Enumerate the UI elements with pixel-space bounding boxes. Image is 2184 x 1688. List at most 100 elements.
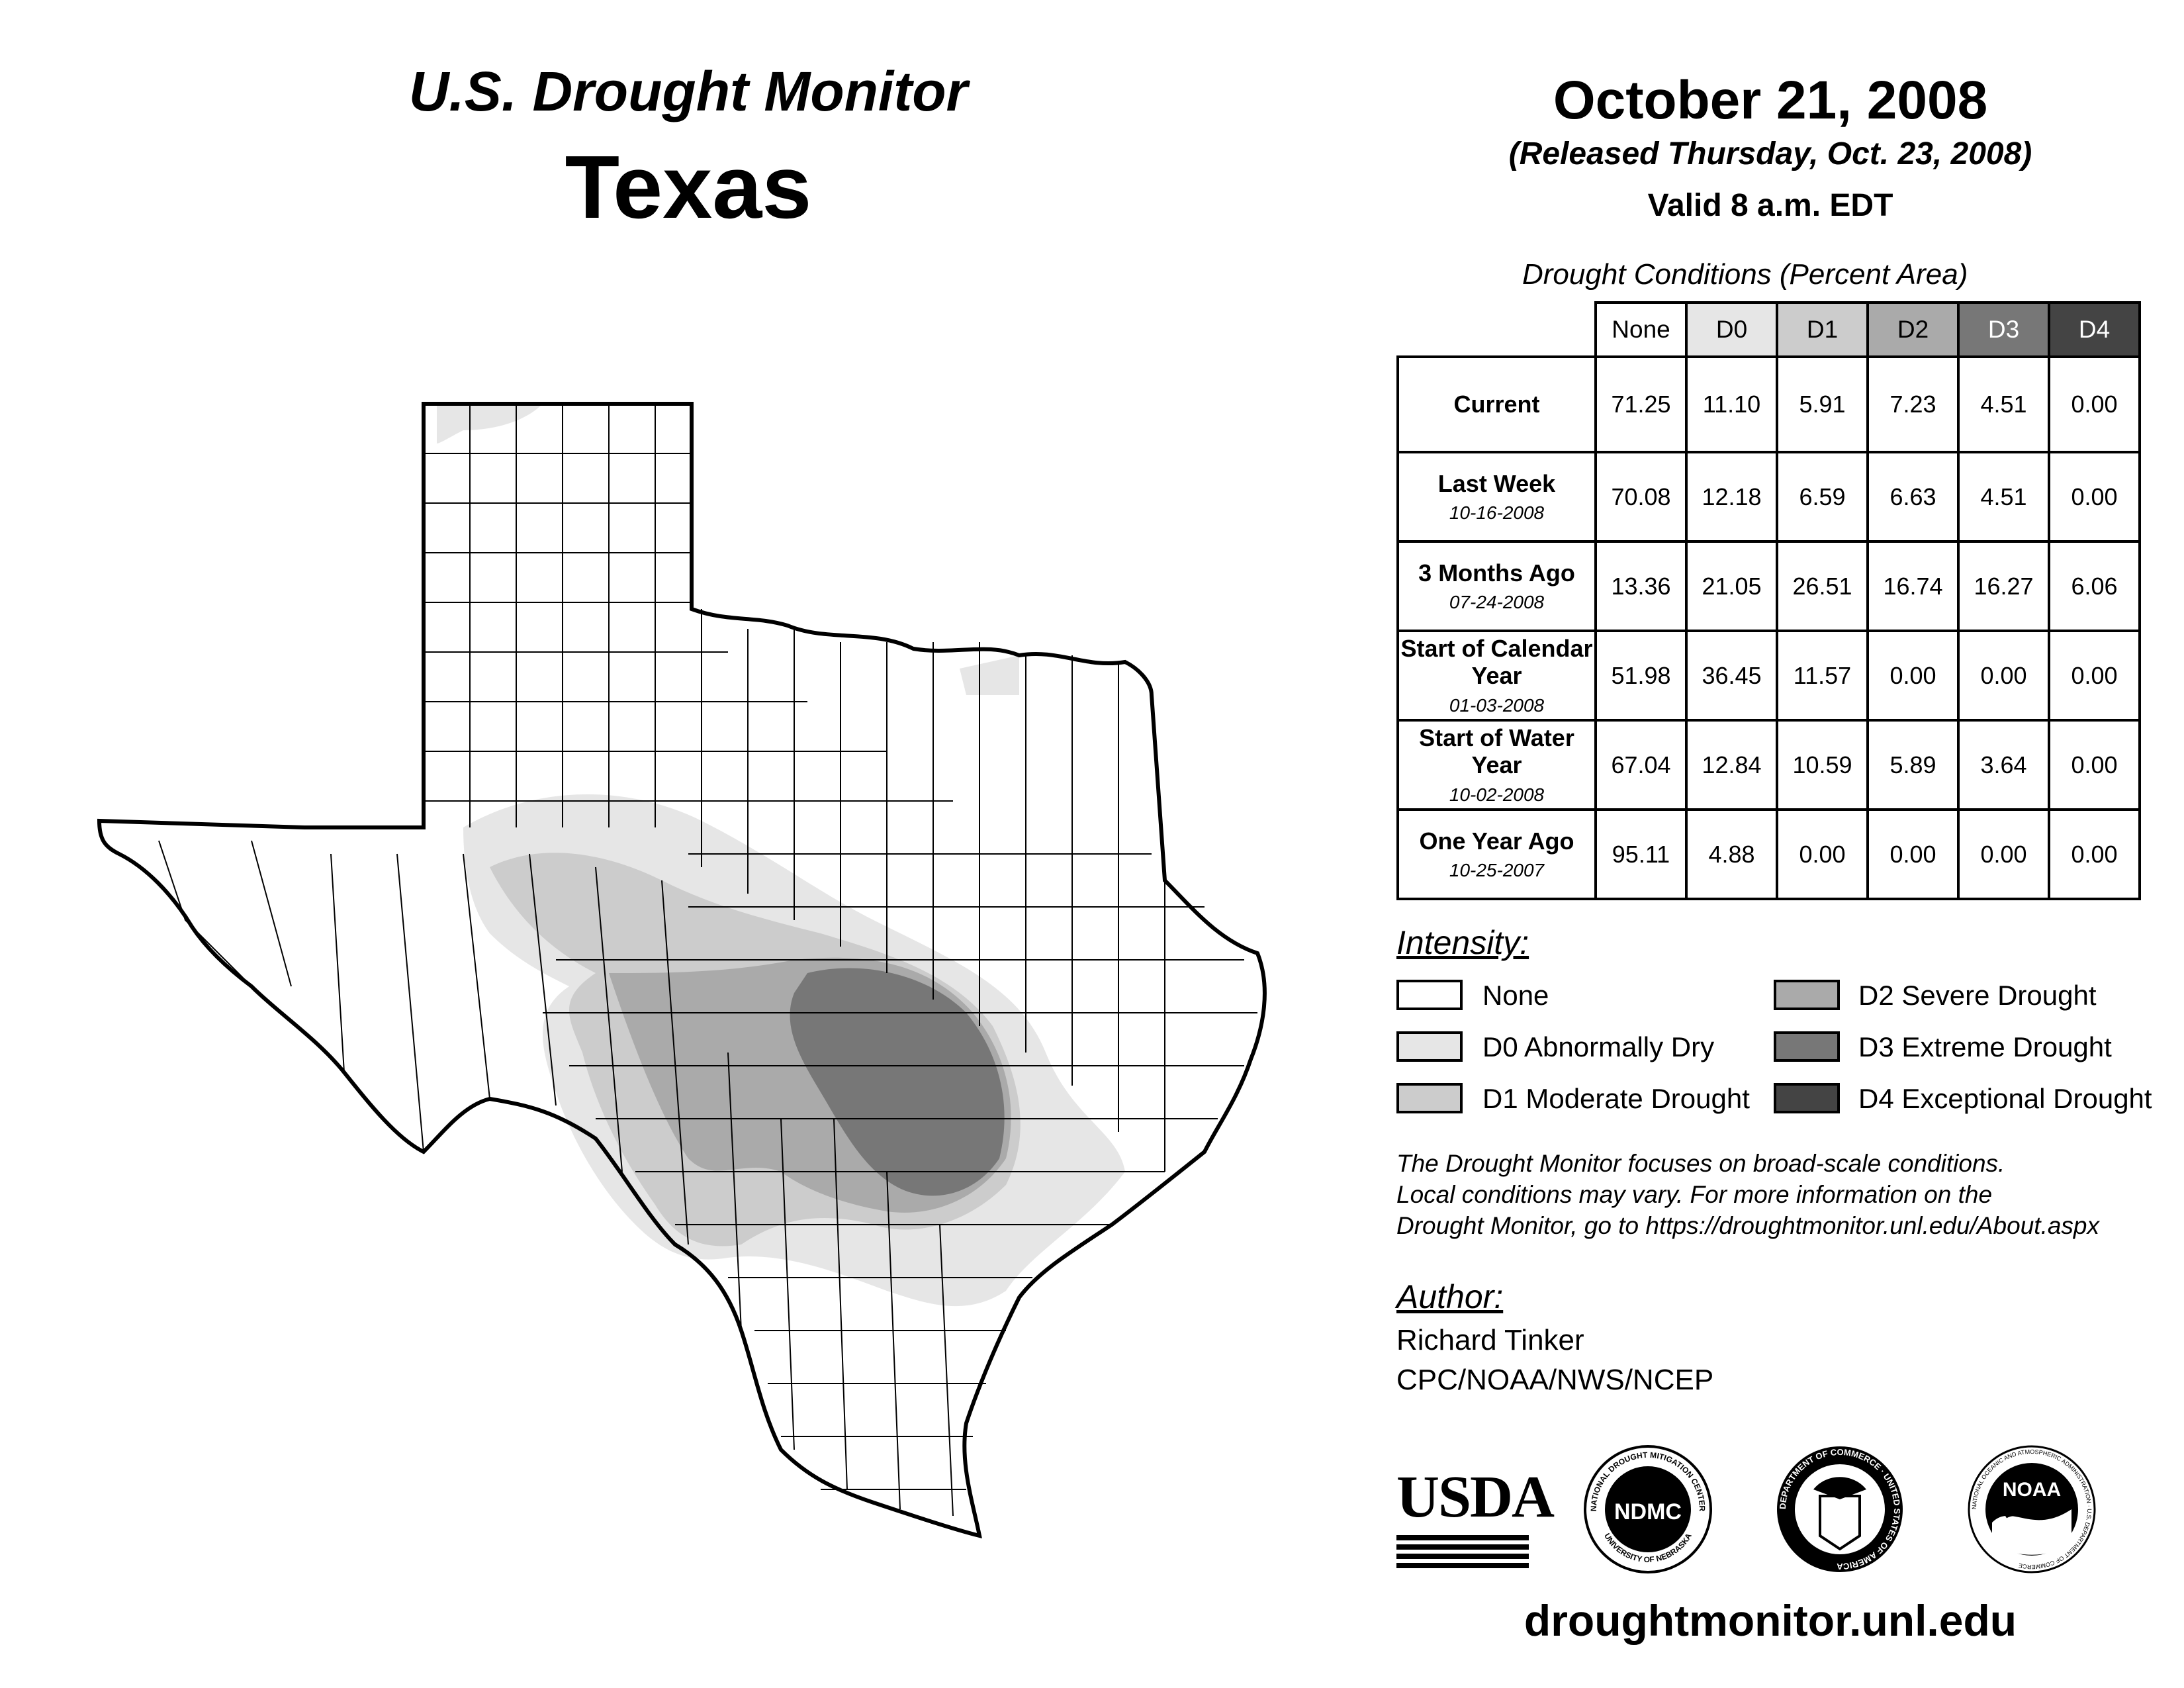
legend-label-d0: D0 Abnormally Dry <box>1482 1031 1715 1062</box>
table-cell: 0.00 <box>1866 808 1960 900</box>
note-line: Drought Monitor, go to https://droughtmo… <box>1396 1211 2099 1239</box>
table-cell: 5.89 <box>1866 719 1960 811</box>
col-d0: D0 <box>1685 301 1778 358</box>
table-cell: 70.08 <box>1594 451 1688 543</box>
commerce-seal: DEPARTMENT OF COMMERCE · UNITED STATES O… <box>1777 1446 1903 1572</box>
table-cell: 0.00 <box>2048 630 2141 722</box>
ndmc-wordmark: NDMC <box>1614 1499 1682 1524</box>
drought-areas <box>437 404 1125 1307</box>
row-label: Last Week <box>1437 469 1556 497</box>
drought-area-d3 <box>790 968 1005 1196</box>
table-cell: 71.25 <box>1594 355 1688 453</box>
usda-wordmark: USDA <box>1396 1464 1555 1530</box>
row-label: 3 Months Ago <box>1418 559 1575 586</box>
ndmc-logo: NDMC NATIONAL DROUGHT MITIGATION CENTER … <box>1584 1445 1712 1573</box>
legend-swatch-d1 <box>1396 1083 1463 1113</box>
table-cell: 11.57 <box>1776 630 1869 722</box>
county-lines <box>158 404 1257 1517</box>
table-cell: 0.00 <box>1776 808 1869 900</box>
table-cell: 67.04 <box>1594 719 1688 811</box>
row-label: Start of Calendar Year <box>1400 635 1593 690</box>
legend-label-d2: D2 Severe Drought <box>1858 980 2097 1011</box>
table-row: One Year Ago 10-25-2007 95.11 4.88 0.00 0… <box>1396 808 2141 900</box>
legend-label-d4: D4 Exceptional Drought <box>1858 1083 2152 1114</box>
noaa-wordmark: NOAA <box>2003 1479 2061 1501</box>
valid-time: Valid 8 a.m. EDT <box>1647 188 1893 223</box>
legend-swatch-d4 <box>1774 1083 1840 1113</box>
table-cell: 16.74 <box>1866 540 1960 632</box>
table-row: 3 Months Ago 07-24-2008 13.36 21.05 26.51… <box>1396 540 2141 632</box>
row-label: Current <box>1453 391 1540 418</box>
col-d2: D2 <box>1866 301 1960 358</box>
row-date: 01-03-2008 <box>1449 694 1545 716</box>
legend-title: Intensity: <box>1396 924 1529 961</box>
row-date: 07-24-2008 <box>1449 592 1545 613</box>
table-cell: 5.91 <box>1776 355 1869 453</box>
note-line: The Drought Monitor focuses on broad-sca… <box>1396 1150 2005 1177</box>
table-cell: 21.05 <box>1685 540 1778 632</box>
table-cell: 0.00 <box>2048 719 2141 811</box>
legend-label-none: None <box>1482 980 1549 1011</box>
map-title: U.S. Drought Monitor <box>408 60 968 122</box>
table-cell: 0.00 <box>2048 355 2141 453</box>
row-label: Start of Water Year <box>1419 724 1574 779</box>
legend-swatch-d0 <box>1396 1031 1463 1062</box>
table-cell: 12.18 <box>1685 451 1778 543</box>
table-cell: 13.36 <box>1594 540 1688 632</box>
disclaimer-note: The Drought Monitor focuses on broad-sca… <box>1396 1149 2158 1242</box>
table-cell: 51.98 <box>1594 630 1688 722</box>
website-url[interactable]: droughtmonitor.unl.edu <box>1524 1596 2017 1645</box>
table-cell: 4.51 <box>1957 451 2050 543</box>
col-none: None <box>1594 301 1688 358</box>
row-date: 10-02-2008 <box>1449 784 1545 805</box>
table-cell: 6.06 <box>2048 540 2141 632</box>
table-cell: 4.88 <box>1685 808 1778 900</box>
col-d1: D1 <box>1776 301 1869 358</box>
table-header-row: None D0 D1 D2 D3 D4 <box>1398 301 2141 358</box>
drought-area-d0-panhandle <box>437 404 543 444</box>
noaa-logo: NOAA NATIONAL OCEANIC AND ATMOSPHERIC AD… <box>1968 1445 2096 1573</box>
author-org: CPC/NOAA/NWS/NCEP <box>1396 1364 1714 1396</box>
col-d4: D4 <box>2048 301 2141 358</box>
table-cell: 16.27 <box>1957 540 2050 632</box>
table-row: Start of Water Year 10-02-2008 67.04 12.8… <box>1396 719 2141 811</box>
author-name: Richard Tinker <box>1396 1324 1584 1356</box>
table-cell: 11.10 <box>1685 355 1778 453</box>
legend-label-d3: D3 Extreme Drought <box>1858 1031 2112 1062</box>
legend-swatch-d2 <box>1774 980 1840 1010</box>
usda-logo: USDA <box>1396 1463 1555 1568</box>
row-date: 10-16-2008 <box>1449 502 1545 524</box>
table-cell: 0.00 <box>2048 451 2141 543</box>
col-d3: D3 <box>1957 301 2050 358</box>
table-cell: 10.59 <box>1776 719 1869 811</box>
texas-outline <box>97 402 1267 1539</box>
legend-label-d1: D1 Moderate Drought <box>1482 1083 1750 1114</box>
table-row: Start of Calendar Year 01-03-2008 51.98 3… <box>1396 630 2141 722</box>
map-date: October 21, 2008 <box>1553 70 1988 130</box>
table-cell: 36.45 <box>1685 630 1778 722</box>
legend-swatch-d3 <box>1774 1031 1840 1062</box>
table-row: Last Week 10-16-2008 70.08 12.18 6.59 6.6… <box>1396 451 2141 543</box>
table-cell: 3.64 <box>1957 719 2050 811</box>
table-cell: 0.00 <box>2048 808 2141 900</box>
table-cell: 95.11 <box>1594 808 1688 900</box>
table-cell: 0.00 <box>1957 630 2050 722</box>
release-date: (Released Thursday, Oct. 23, 2008) <box>1508 136 2032 171</box>
table-cell: 7.23 <box>1866 355 1960 453</box>
state-name: Texas <box>565 137 812 237</box>
table-caption: Drought Conditions (Percent Area) <box>1522 258 1968 291</box>
drought-area-d0-north <box>960 655 1019 695</box>
table-cell: 12.84 <box>1685 719 1778 811</box>
table-cell: 6.63 <box>1866 451 1960 543</box>
table-cell: 4.51 <box>1957 355 2050 453</box>
table-row: Current 71.25 11.10 5.91 7.23 4.51 0.00 <box>1396 355 2141 453</box>
table-cell: 0.00 <box>1957 808 2050 900</box>
legend-swatch-none <box>1396 980 1463 1010</box>
note-line: Local conditions may vary. For more info… <box>1396 1180 1993 1208</box>
texas-drought-map <box>97 402 1267 1539</box>
table-cell: 0.00 <box>1866 630 1960 722</box>
table-cell: 6.59 <box>1776 451 1869 543</box>
table-cell: 26.51 <box>1776 540 1869 632</box>
author-title: Author: <box>1396 1278 1504 1315</box>
row-label: One Year Ago <box>1419 827 1574 855</box>
